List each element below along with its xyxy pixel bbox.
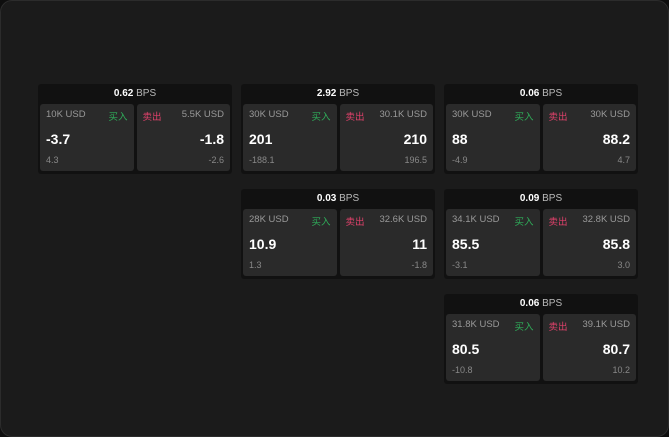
- ask-change: 3.0: [617, 260, 630, 270]
- ask-size: 5.5K USD: [181, 109, 224, 120]
- buy-label: 买入: [311, 217, 331, 228]
- bid-price: 85.5: [452, 236, 480, 252]
- buy-label: 买入: [108, 112, 128, 123]
- ask-change: 196.5: [404, 155, 427, 165]
- bid-change: -10.8: [452, 365, 473, 375]
- ask-size: 30K USD: [590, 109, 630, 120]
- bid-size: 10K USD: [46, 109, 86, 120]
- bid-size: 31.8K USD: [452, 319, 500, 330]
- ask-price: 85.8: [602, 236, 630, 252]
- bid-change: 4.3: [46, 155, 59, 165]
- ask-size: 32.6K USD: [379, 214, 427, 225]
- bid-change: -188.1: [249, 155, 275, 165]
- quote-card: 0.03 BPS 28K USD 买入 10.9 1.3 卖出 32.6K USD …: [241, 189, 435, 279]
- ask-price: 210: [403, 131, 427, 147]
- ask-change: -1.8: [411, 260, 427, 270]
- ask-price: 11: [412, 236, 427, 252]
- bid-size: 28K USD: [249, 214, 289, 225]
- quote-card: 0.06 BPS 30K USD 买入 88 -4.9 卖出 30K USD 88.…: [444, 84, 638, 174]
- sell-label: 卖出: [142, 112, 162, 123]
- bid-price: 201: [249, 131, 273, 147]
- buy-label: 买入: [514, 217, 534, 228]
- spread-value: 0.09: [519, 193, 540, 204]
- buy-cell[interactable]: 30K USD 买入 88 -4.9: [446, 104, 540, 171]
- quote-card: 0.09 BPS 34.1K USD 买入 85.5 -3.1 卖出 32.8K U…: [444, 189, 638, 279]
- sell-cell[interactable]: 卖出 30.1K USD 210 196.5: [339, 104, 433, 171]
- quote-card: 0.06 BPS 31.8K USD 买入 80.5 -10.8 卖出 39.1K …: [444, 294, 638, 384]
- spread-unit: BPS: [339, 193, 360, 204]
- bid-change: 1.3: [249, 260, 262, 270]
- bid-price: 80.5: [452, 341, 480, 357]
- buy-label: 买入: [514, 112, 534, 123]
- sell-cell[interactable]: 卖出 5.5K USD -1.8 -2.6: [136, 104, 230, 171]
- spread-value: 2.92: [316, 88, 337, 99]
- sell-label: 卖出: [345, 217, 365, 228]
- ask-price: 80.7: [602, 341, 630, 357]
- bid-change: -3.1: [452, 260, 468, 270]
- bid-size: 30K USD: [452, 109, 492, 120]
- sell-label: 卖出: [548, 112, 568, 123]
- ask-size: 32.8K USD: [582, 214, 630, 225]
- ask-change: -2.6: [208, 155, 224, 165]
- ask-price: 88.2: [602, 131, 630, 147]
- buy-label: 买入: [514, 322, 534, 333]
- buy-cell[interactable]: 31.8K USD 买入 80.5 -10.8: [446, 314, 540, 381]
- spread-unit: BPS: [542, 193, 563, 204]
- spread-value: 0.06: [519, 298, 540, 309]
- spread-unit: BPS: [542, 298, 563, 309]
- spread-value: 0.62: [113, 88, 134, 99]
- bid-price: 88: [452, 131, 468, 147]
- spread-header: 2.92 BPS: [241, 84, 435, 104]
- ask-change: 10.2: [612, 365, 630, 375]
- quote-card: 2.92 BPS 30K USD 买入 201 -188.1 卖出 30.1K US…: [241, 84, 435, 174]
- buy-cell[interactable]: 10K USD 买入 -3.7 4.3: [40, 104, 134, 171]
- bid-price: -3.7: [46, 131, 71, 147]
- spread-header: 0.06 BPS: [444, 294, 638, 314]
- spread-unit: BPS: [542, 88, 563, 99]
- ask-price: -1.8: [199, 131, 224, 147]
- spread-header: 0.62 BPS: [38, 84, 232, 104]
- sell-label: 卖出: [548, 322, 568, 333]
- ask-change: 4.7: [617, 155, 630, 165]
- spread-header: 0.06 BPS: [444, 84, 638, 104]
- sell-cell[interactable]: 卖出 30K USD 88.2 4.7: [542, 104, 636, 171]
- buy-cell[interactable]: 28K USD 买入 10.9 1.3: [243, 209, 337, 276]
- bid-size: 30K USD: [249, 109, 289, 120]
- sell-label: 卖出: [548, 217, 568, 228]
- buy-cell[interactable]: 34.1K USD 买入 85.5 -3.1: [446, 209, 540, 276]
- buy-label: 买入: [311, 112, 331, 123]
- sell-label: 卖出: [345, 112, 365, 123]
- buy-cell[interactable]: 30K USD 买入 201 -188.1: [243, 104, 337, 171]
- sell-cell[interactable]: 卖出 39.1K USD 80.7 10.2: [542, 314, 636, 381]
- bid-change: -4.9: [452, 155, 468, 165]
- spread-header: 0.03 BPS: [241, 189, 435, 209]
- bid-size: 34.1K USD: [452, 214, 500, 225]
- ask-size: 39.1K USD: [582, 319, 630, 330]
- bid-price: 10.9: [249, 236, 277, 252]
- ask-size: 30.1K USD: [379, 109, 427, 120]
- spread-unit: BPS: [136, 88, 157, 99]
- quote-card: 0.62 BPS 10K USD 买入 -3.7 4.3 卖出 5.5K USD -…: [38, 84, 232, 174]
- spread-value: 0.03: [316, 193, 337, 204]
- spread-value: 0.06: [519, 88, 540, 99]
- spread-unit: BPS: [339, 88, 360, 99]
- spread-header: 0.09 BPS: [444, 189, 638, 209]
- sell-cell[interactable]: 卖出 32.8K USD 85.8 3.0: [542, 209, 636, 276]
- sell-cell[interactable]: 卖出 32.6K USD 11 -1.8: [339, 209, 433, 276]
